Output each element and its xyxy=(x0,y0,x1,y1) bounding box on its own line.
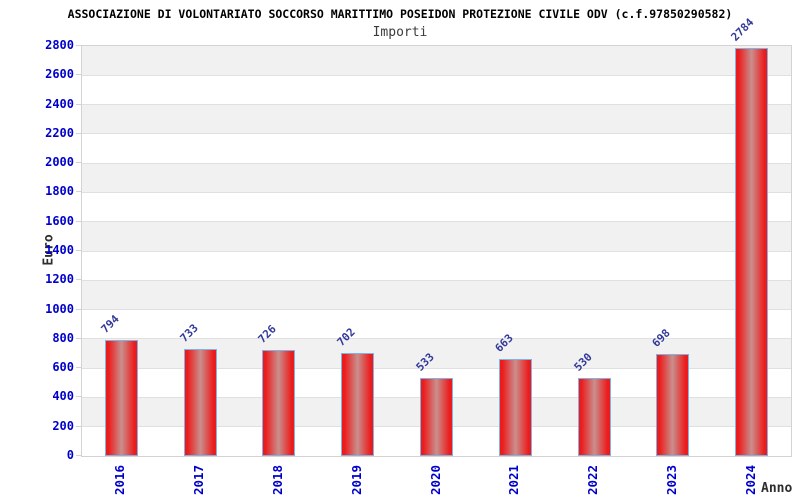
bar-value-label: 794 xyxy=(98,312,122,336)
y-axis-tick-mark xyxy=(76,396,81,398)
x-axis-tick-label: 2019 xyxy=(348,464,364,496)
y-axis-tick-mark xyxy=(76,191,81,193)
y-axis-tick-label: 1000 xyxy=(45,301,74,316)
grid-line xyxy=(82,279,791,281)
y-axis-tick-label: 2000 xyxy=(45,155,74,170)
plot-band xyxy=(82,46,791,76)
bar xyxy=(577,378,611,456)
y-axis-tick-label: 2200 xyxy=(45,125,74,140)
x-axis-tick-label: 2020 xyxy=(427,464,443,496)
y-axis-tick-label: 2800 xyxy=(45,38,74,52)
y-axis-tick-mark xyxy=(76,367,81,369)
x-axis-tick-label: 2022 xyxy=(584,464,600,496)
plot-band xyxy=(82,104,791,134)
grid-line xyxy=(82,367,791,369)
y-axis-tick-label: 2600 xyxy=(45,67,74,82)
bar xyxy=(341,353,375,456)
chart-subtitle: Importi xyxy=(372,25,428,40)
plot-band xyxy=(82,280,791,310)
bar xyxy=(498,358,532,456)
x-axis-tick-label: 2018 xyxy=(269,464,285,496)
plot-area: 794 733 726 702 533 663 530 698 2784 xyxy=(81,16,792,457)
grid-line xyxy=(82,74,791,76)
y-axis-tick-label: 1600 xyxy=(45,213,74,228)
y-axis-tick-mark xyxy=(76,220,81,222)
bar xyxy=(420,377,453,456)
x-axis-tick-label: 2023 xyxy=(663,464,679,496)
bar xyxy=(262,349,296,456)
y-axis-tick-label: 600 xyxy=(52,360,74,375)
y-axis-tick-label: 400 xyxy=(52,389,74,404)
y-axis-tick-mark xyxy=(76,279,81,281)
y-axis-tick-label: 1800 xyxy=(45,184,74,199)
x-axis-tick-label: 2021 xyxy=(506,464,522,496)
grid-line xyxy=(82,191,791,193)
plot-band xyxy=(82,163,791,193)
grid-line xyxy=(82,250,791,252)
y-axis-tick-label: 1400 xyxy=(45,243,74,257)
grid-line xyxy=(82,104,791,106)
grid-line xyxy=(82,309,791,311)
x-axis-title: Anno xyxy=(761,481,793,496)
y-axis-tick-mark xyxy=(76,162,81,164)
bar xyxy=(104,339,138,456)
y-axis-tick-label: 800 xyxy=(52,330,74,345)
y-axis-tick-mark xyxy=(76,455,81,456)
y-axis-tick-mark xyxy=(76,308,81,310)
grid-line xyxy=(82,338,791,340)
y-axis-tick-label: 0 xyxy=(66,448,74,462)
x-axis-tick-label: 2016 xyxy=(112,464,128,496)
y-axis-tick-mark xyxy=(76,337,81,339)
bar xyxy=(735,48,769,456)
y-axis-tick-mark xyxy=(76,425,81,427)
grid-line xyxy=(82,162,791,164)
y-axis-tick-mark xyxy=(76,103,81,105)
y-axis-tick-mark xyxy=(76,132,81,134)
x-axis-tick-label: 2024 xyxy=(742,464,758,496)
grid-line xyxy=(82,221,791,223)
y-axis-tick-mark xyxy=(76,45,81,46)
y-axis-tick-label: 1200 xyxy=(45,272,74,287)
plot-band xyxy=(82,221,791,251)
chart-title: ASSOCIAZIONE DI VOLONTARIATO SOCCORSO MA… xyxy=(67,7,733,21)
bar xyxy=(656,353,690,456)
y-axis-tick-mark xyxy=(76,74,81,76)
y-axis-tick-label: 200 xyxy=(52,418,74,433)
grid-line xyxy=(82,133,791,135)
x-axis-tick-label: 2017 xyxy=(190,464,206,496)
y-axis-tick-mark xyxy=(76,250,81,251)
bar xyxy=(183,348,217,456)
y-axis-tick-label: 2400 xyxy=(45,96,74,111)
